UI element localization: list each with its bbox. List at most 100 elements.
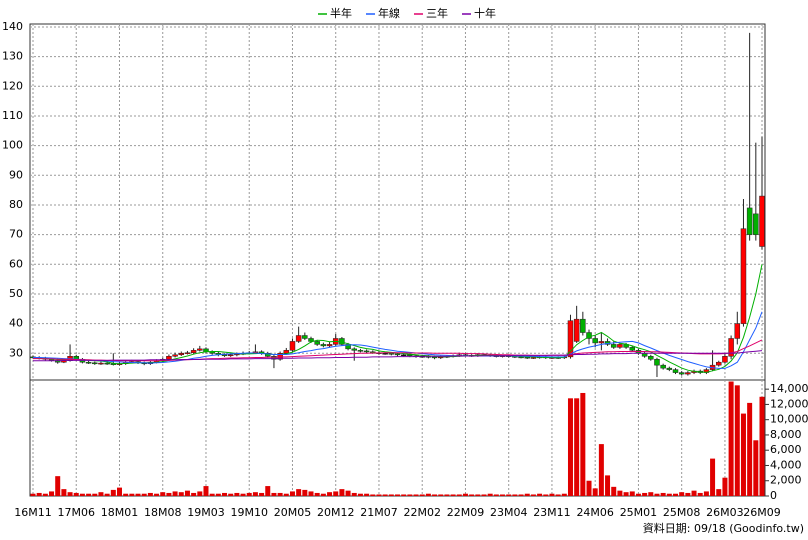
volume-bar — [86, 493, 92, 496]
candle-body — [759, 195, 765, 247]
volume-bar — [283, 493, 289, 496]
candle-body — [573, 318, 580, 342]
volume-bar — [747, 402, 753, 496]
candle-body — [382, 353, 388, 355]
volume-bar — [209, 493, 215, 496]
volume-bar — [30, 493, 36, 496]
volume-bar — [710, 458, 716, 496]
volume-bar — [141, 493, 147, 496]
candle-body — [302, 335, 308, 339]
candle-body — [431, 356, 438, 359]
volume-bar — [259, 492, 265, 496]
candle-body — [524, 356, 530, 359]
candle-body — [734, 323, 741, 339]
volume-bar — [110, 489, 116, 496]
volume-bar — [642, 492, 648, 496]
volume-bar — [55, 476, 61, 496]
candle-body — [518, 356, 524, 359]
price-frame — [29, 23, 766, 381]
candle-body — [197, 348, 203, 351]
volume-bar — [160, 492, 166, 496]
volume-bar — [722, 477, 728, 496]
candle-body — [648, 356, 654, 360]
volume-bar — [654, 493, 660, 496]
volume-bar — [240, 493, 246, 496]
candle-body — [320, 344, 327, 347]
y2-tick-label: 6,000 — [770, 443, 802, 456]
volume-bar — [432, 494, 438, 496]
ma-line — [33, 339, 763, 362]
volume-bar — [203, 486, 209, 496]
y-tick-label: 40 — [9, 317, 23, 330]
candle-body — [178, 353, 185, 356]
candle-body — [314, 341, 320, 345]
volume-bar — [98, 492, 104, 496]
candle-body — [654, 358, 660, 366]
candle-body — [610, 344, 617, 348]
volume-bar — [580, 392, 586, 496]
volume-bar — [518, 494, 524, 496]
volume-bar — [277, 492, 283, 496]
volume-bar — [314, 492, 320, 496]
candle-body — [740, 228, 747, 324]
volume-bar — [617, 490, 623, 496]
y2-tick-label: 2,000 — [770, 474, 802, 487]
volume-bar — [759, 396, 765, 496]
candle-body — [716, 361, 722, 366]
candle-body — [308, 338, 314, 342]
x-tick-label: 18M08 — [144, 506, 182, 519]
candle-body — [227, 354, 234, 357]
volume-bar — [289, 491, 295, 496]
volume-bar — [592, 488, 598, 496]
candle-body — [617, 344, 623, 348]
volume-bar — [407, 494, 413, 496]
candle-body — [722, 356, 728, 363]
volume-bar — [49, 491, 55, 496]
x-tick-label: 25M08 — [663, 506, 701, 519]
volume-bar — [36, 492, 42, 496]
volume-bar — [697, 492, 703, 496]
volume-bar — [271, 492, 277, 496]
volume-bar — [623, 492, 629, 496]
volume-bar — [191, 492, 197, 496]
volume-bar — [42, 493, 48, 496]
candle-body — [400, 354, 407, 357]
candle-body — [530, 357, 537, 359]
candle-body — [221, 354, 228, 357]
y2-tick-label: 12,000 — [770, 397, 808, 410]
volume-bar — [197, 491, 203, 496]
volume-bar — [660, 492, 666, 496]
volume-bar — [456, 494, 462, 496]
x-tick-label: 22M02 — [403, 506, 441, 519]
volume-bar — [481, 494, 487, 496]
candle-body — [728, 338, 734, 357]
y-tick-label: 70 — [9, 228, 23, 241]
volume-bar — [648, 492, 654, 496]
volume-bar — [234, 492, 240, 496]
volume-bar — [740, 413, 746, 496]
candle-body — [184, 352, 191, 354]
ma-line — [33, 350, 763, 362]
footnote: 資料日期: 09/18 (Goodinfo.tw) — [643, 521, 804, 535]
volume-bar — [673, 493, 679, 496]
volume-bar — [376, 494, 382, 496]
candle-body — [277, 353, 283, 360]
x-tick-label: 20M12 — [317, 506, 355, 519]
volume-bar — [333, 491, 339, 496]
volume-bar — [357, 493, 363, 496]
volume-bar — [104, 493, 110, 496]
volume-bar — [537, 493, 543, 496]
volume-bar — [382, 494, 388, 496]
legend-label: 年線 — [378, 6, 400, 20]
candle-body — [357, 350, 364, 352]
volume-bar — [734, 385, 740, 496]
volume-bar — [549, 493, 555, 496]
volume-bar — [302, 489, 308, 496]
volume-bar — [561, 493, 567, 496]
volume-bar — [530, 494, 536, 496]
x-tick-label: 25M01 — [620, 506, 658, 519]
volume-bar — [395, 494, 400, 496]
legend-label: 十年 — [474, 6, 496, 20]
candle-body — [407, 354, 413, 357]
candle-body — [345, 344, 351, 350]
